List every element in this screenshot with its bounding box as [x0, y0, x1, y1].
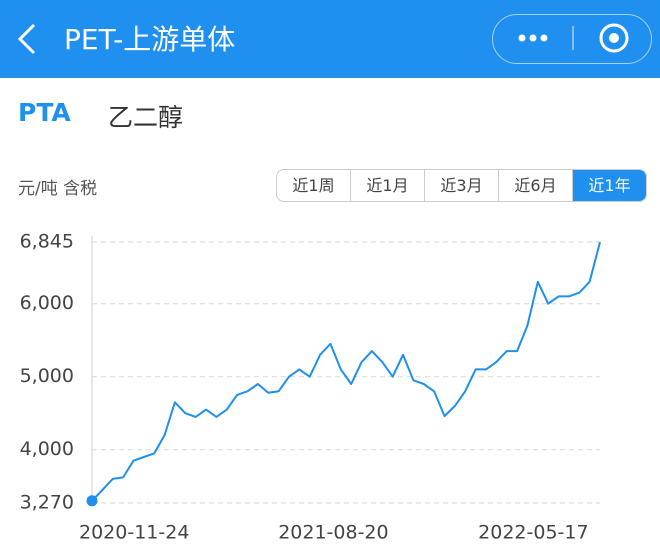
page-title: PET-上游单体 — [64, 23, 236, 56]
y-tick-label: 3,270 — [20, 492, 74, 514]
range-selector: 近1周 近1月 近3月 近6月 近1年 — [276, 169, 647, 202]
range-button[interactable]: 近1月 — [350, 170, 424, 201]
y-tick-label: 4,000 — [20, 438, 74, 460]
range-button[interactable]: 近1年 — [572, 170, 646, 201]
back-button[interactable] — [16, 22, 38, 56]
range-button[interactable]: 近3月 — [424, 170, 498, 201]
unit-label: 元/吨 含税 — [18, 179, 98, 199]
line — [91, 241, 601, 502]
capsule-icons[interactable] — [492, 14, 652, 64]
header: PET-上游单体 — [0, 0, 660, 78]
point — [86, 495, 98, 507]
range-button[interactable]: 近6月 — [498, 170, 572, 201]
x-tick-label: 2022-05-17 — [478, 522, 588, 544]
capsule — [492, 14, 652, 64]
x-tick-label: 2020-11-24 — [79, 522, 189, 544]
y-tick-label: 6,000 — [20, 292, 74, 314]
tab[interactable]: 乙二醇 — [108, 103, 184, 132]
tab[interactable]: PTA — [18, 98, 71, 127]
x-tick-label: 2021-08-20 — [278, 522, 388, 544]
range-button[interactable]: 近1周 — [292, 176, 335, 195]
y-tick-label: 5,000 — [20, 365, 74, 387]
y-tick-label: 6,845 — [20, 231, 74, 253]
